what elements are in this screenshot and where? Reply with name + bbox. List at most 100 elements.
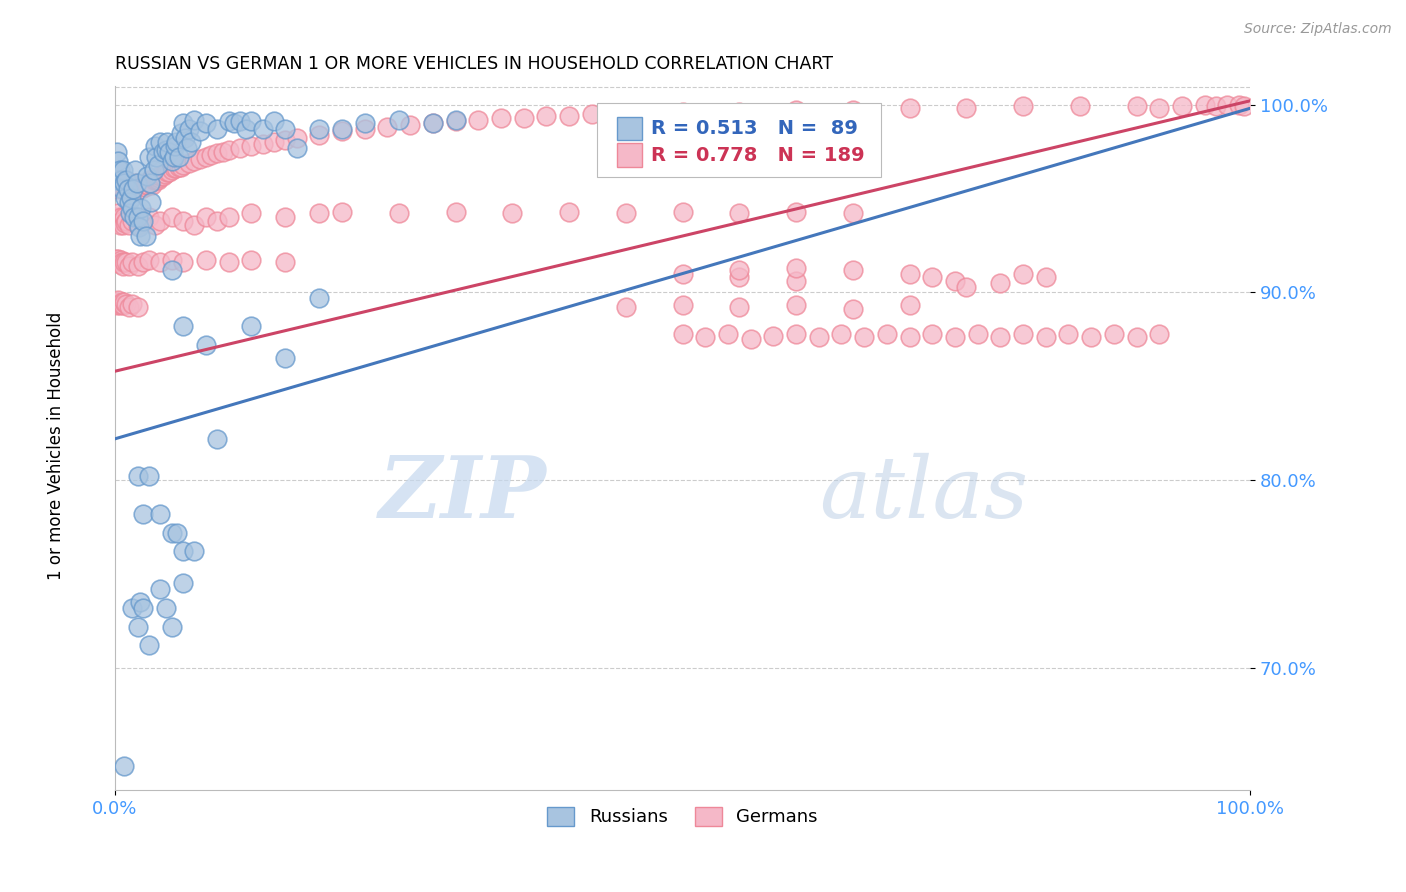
Point	[1171, 99, 1194, 113]
Point	[252, 136, 274, 151]
Point	[183, 218, 205, 232]
Point	[139, 172, 162, 186]
Point	[112, 211, 135, 225]
Point	[898, 330, 921, 344]
Point	[107, 206, 129, 220]
Point	[614, 206, 637, 220]
Point	[180, 135, 202, 149]
Point	[785, 326, 807, 341]
FancyBboxPatch shape	[598, 103, 882, 178]
Point	[1035, 270, 1057, 285]
Point	[111, 298, 134, 312]
Text: Source: ZipAtlas.com: Source: ZipAtlas.com	[1244, 22, 1392, 37]
Point	[108, 218, 131, 232]
Point	[160, 211, 183, 225]
Point	[921, 326, 943, 341]
Point	[170, 160, 193, 174]
Point	[274, 211, 297, 225]
Point	[127, 301, 149, 315]
Point	[155, 600, 177, 615]
Point	[127, 619, 149, 633]
Point	[121, 296, 143, 310]
Point	[274, 255, 297, 269]
Point	[740, 332, 762, 346]
Point	[105, 294, 128, 309]
Point	[117, 301, 139, 315]
Point	[898, 267, 921, 281]
Point	[135, 169, 157, 183]
Point	[141, 195, 163, 210]
Point	[614, 107, 637, 121]
Point	[118, 182, 141, 196]
Point	[110, 253, 132, 268]
Point	[114, 191, 136, 205]
Text: R = 0.513   N =  89: R = 0.513 N = 89	[651, 119, 858, 138]
Text: 1 or more Vehicles in Household: 1 or more Vehicles in Household	[48, 312, 65, 580]
Point	[121, 180, 143, 194]
Point	[1012, 326, 1035, 341]
Point	[105, 214, 128, 228]
Text: atlas: atlas	[818, 453, 1028, 535]
Point	[183, 544, 205, 558]
Point	[188, 124, 211, 138]
Point	[172, 319, 194, 334]
Point	[105, 172, 128, 186]
Point	[135, 229, 157, 244]
Point	[353, 122, 375, 136]
Point	[114, 180, 136, 194]
Point	[107, 182, 129, 196]
Point	[285, 131, 308, 145]
Point	[728, 105, 751, 120]
Point	[141, 178, 163, 193]
Point	[129, 201, 152, 215]
Point	[122, 182, 145, 196]
Point	[330, 124, 353, 138]
Point	[177, 122, 200, 136]
Point	[898, 298, 921, 312]
Point	[108, 163, 131, 178]
Point	[160, 262, 183, 277]
Point	[170, 126, 193, 140]
Point	[149, 169, 172, 183]
Point	[200, 148, 222, 162]
Point	[1102, 326, 1125, 341]
Point	[132, 177, 155, 191]
Point	[132, 214, 155, 228]
Point	[121, 255, 143, 269]
Point	[921, 270, 943, 285]
Point	[274, 133, 297, 147]
Point	[120, 191, 142, 205]
Point	[308, 206, 330, 220]
Point	[160, 253, 183, 268]
Point	[132, 507, 155, 521]
FancyBboxPatch shape	[617, 144, 641, 167]
Point	[728, 270, 751, 285]
Point	[444, 114, 467, 128]
Point	[489, 111, 512, 125]
Point	[194, 150, 217, 164]
Point	[205, 214, 228, 228]
Point	[125, 177, 148, 191]
Legend: Russians, Germans: Russians, Germans	[540, 800, 825, 834]
Point	[108, 177, 131, 191]
Point	[1035, 330, 1057, 344]
Point	[444, 204, 467, 219]
Point	[160, 163, 183, 178]
Point	[671, 326, 693, 341]
Point	[105, 252, 128, 266]
Point	[211, 145, 233, 159]
Point	[138, 469, 160, 483]
Point	[165, 135, 187, 149]
Point	[138, 211, 160, 225]
Point	[111, 182, 134, 196]
Point	[127, 177, 149, 191]
Point	[330, 122, 353, 136]
Point	[112, 177, 135, 191]
Text: R = 0.778   N = 189: R = 0.778 N = 189	[651, 145, 865, 165]
Point	[695, 330, 717, 344]
Point	[108, 298, 131, 312]
Point	[105, 211, 128, 225]
Point	[1227, 97, 1250, 112]
Point	[263, 135, 285, 149]
Point	[117, 184, 139, 198]
